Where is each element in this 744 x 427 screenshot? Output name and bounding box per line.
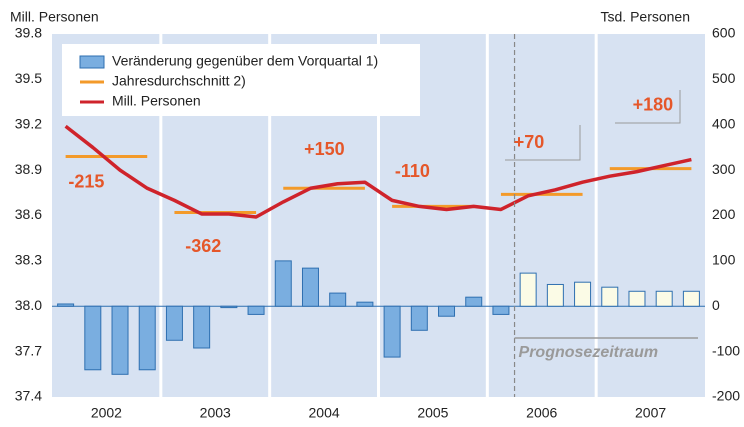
legend-label: Mill. Personen <box>112 93 201 109</box>
bar <box>438 305 456 317</box>
y-tick-label: 38.0 <box>15 297 42 313</box>
y-axis-label: Mill. Personen <box>10 9 99 25</box>
y2-tick-label: -100 <box>712 342 740 358</box>
bar <box>274 260 292 307</box>
bar <box>628 290 646 307</box>
y-tick-label: 39.5 <box>15 70 42 86</box>
y2-tick-label: 400 <box>712 115 736 131</box>
bar <box>655 290 673 307</box>
bar <box>492 305 510 315</box>
bar <box>601 286 619 307</box>
y2-tick-label: 600 <box>712 25 736 41</box>
x-tick-label: 2002 <box>91 405 122 421</box>
y2-tick-label: -200 <box>712 388 740 404</box>
bar <box>84 305 102 371</box>
annual-change-label: -110 <box>395 161 430 181</box>
bar <box>138 305 156 371</box>
legend-label: Jahresdurchschnitt 2) <box>112 73 246 89</box>
bar <box>57 303 75 307</box>
bar <box>165 305 183 341</box>
y-tick-label: 38.3 <box>15 252 42 268</box>
legend-box <box>62 44 420 116</box>
bar <box>220 305 238 309</box>
bar <box>301 267 319 307</box>
bar <box>465 296 483 307</box>
bar <box>111 305 129 375</box>
bar <box>193 305 211 349</box>
line <box>64 124 692 219</box>
y2-tick-label: 100 <box>712 252 736 268</box>
x-tick-label: 2003 <box>200 405 231 421</box>
bar <box>546 283 564 307</box>
callout-frame <box>615 90 681 124</box>
legend-label: Veränderung gegenüber dem Vorquartal 1) <box>112 53 378 69</box>
bar <box>356 301 374 307</box>
forecast-label: Prognosezeitraum <box>519 344 659 361</box>
y2-tick-label: 500 <box>712 70 736 86</box>
annual-change-label: +180 <box>633 94 674 114</box>
y-tick-label: 38.6 <box>15 206 42 222</box>
bar <box>247 305 265 315</box>
x-tick-label: 2006 <box>526 405 557 421</box>
y2-tick-label: 200 <box>712 206 736 222</box>
bar <box>574 281 592 307</box>
annual-change-label: -215 <box>68 171 104 191</box>
legend-swatch <box>79 55 105 69</box>
y-tick-label: 39.8 <box>15 25 42 41</box>
bar <box>329 292 347 307</box>
y-tick-label: 37.7 <box>15 342 42 358</box>
bar <box>519 272 537 307</box>
y2-tick-label: 300 <box>712 161 736 177</box>
annual-change-label: +150 <box>304 139 345 159</box>
annual-change-label: -362 <box>185 236 221 256</box>
bar <box>682 290 700 307</box>
bar <box>410 305 428 331</box>
annual-change-label: +70 <box>514 132 545 152</box>
x-tick-label: 2004 <box>309 405 340 421</box>
y2-axis-label: Tsd. Personen <box>601 9 691 25</box>
x-tick-label: 2005 <box>417 405 448 421</box>
y2-tick-label: 0 <box>712 297 720 313</box>
bar <box>383 305 401 358</box>
y-tick-label: 38.9 <box>15 161 42 177</box>
callout-frame <box>505 125 581 161</box>
x-tick-label: 2007 <box>635 405 666 421</box>
y-tick-label: 39.2 <box>15 115 42 131</box>
y-tick-label: 37.4 <box>15 388 42 404</box>
